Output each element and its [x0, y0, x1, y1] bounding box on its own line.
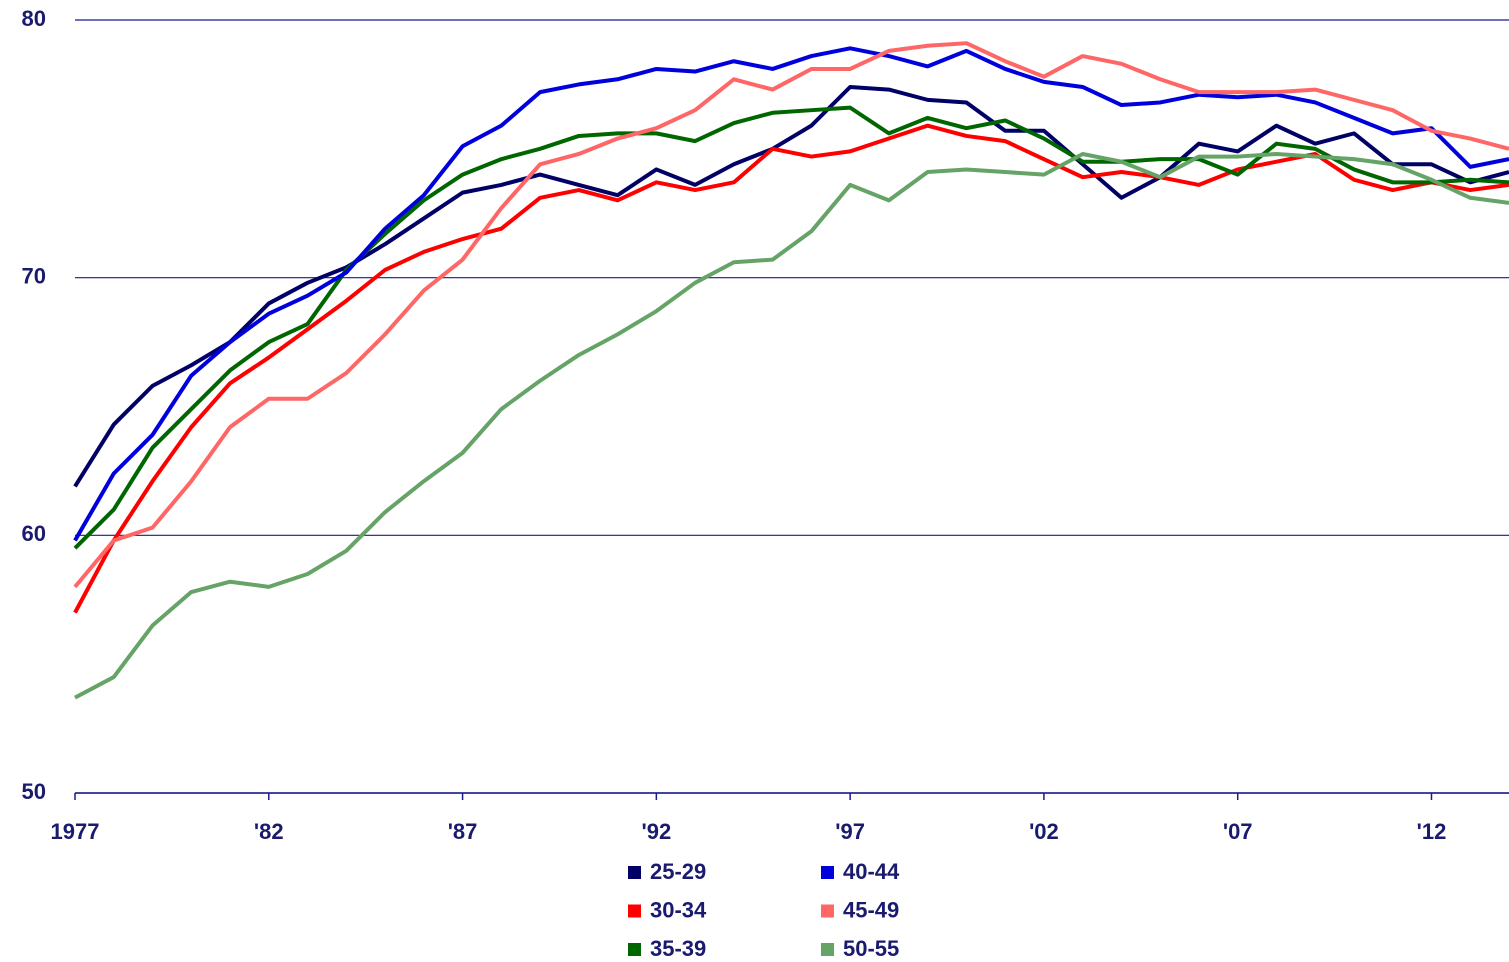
legend-swatch	[628, 866, 641, 879]
series-line	[73, 105, 1509, 550]
x-tick-label: '97	[835, 819, 865, 844]
x-tick-label: 1977	[51, 819, 100, 844]
series-line	[73, 84, 1509, 488]
series-line	[73, 46, 1509, 542]
legend-label: 45-49	[843, 897, 899, 922]
y-tick-label: 80	[22, 6, 46, 31]
x-tick-label: '87	[448, 819, 478, 844]
legend-swatch	[821, 866, 834, 879]
legend-label: 50-55	[843, 936, 899, 961]
legend-label: 40-44	[843, 859, 900, 884]
series-line	[73, 41, 1509, 589]
x-tick-label: '07	[1223, 819, 1253, 844]
x-tick-label: '12	[1417, 819, 1447, 844]
series-line	[73, 123, 1509, 614]
legend-label: 25-29	[650, 859, 706, 884]
y-tick-label: 60	[22, 521, 46, 546]
legend-label: 30-34	[650, 897, 707, 922]
legend-swatch	[628, 943, 641, 956]
x-tick-label: '02	[1029, 819, 1059, 844]
legend-swatch	[628, 904, 641, 918]
x-tick-label: '82	[254, 819, 284, 844]
legend-swatch	[821, 904, 834, 918]
y-tick-label: 50	[22, 779, 46, 804]
legend-label: 35-39	[650, 936, 706, 961]
y-tick-label: 70	[22, 263, 46, 288]
legend-swatch	[821, 943, 834, 956]
x-tick-label: '92	[641, 819, 671, 844]
series-line	[74, 151, 1509, 700]
